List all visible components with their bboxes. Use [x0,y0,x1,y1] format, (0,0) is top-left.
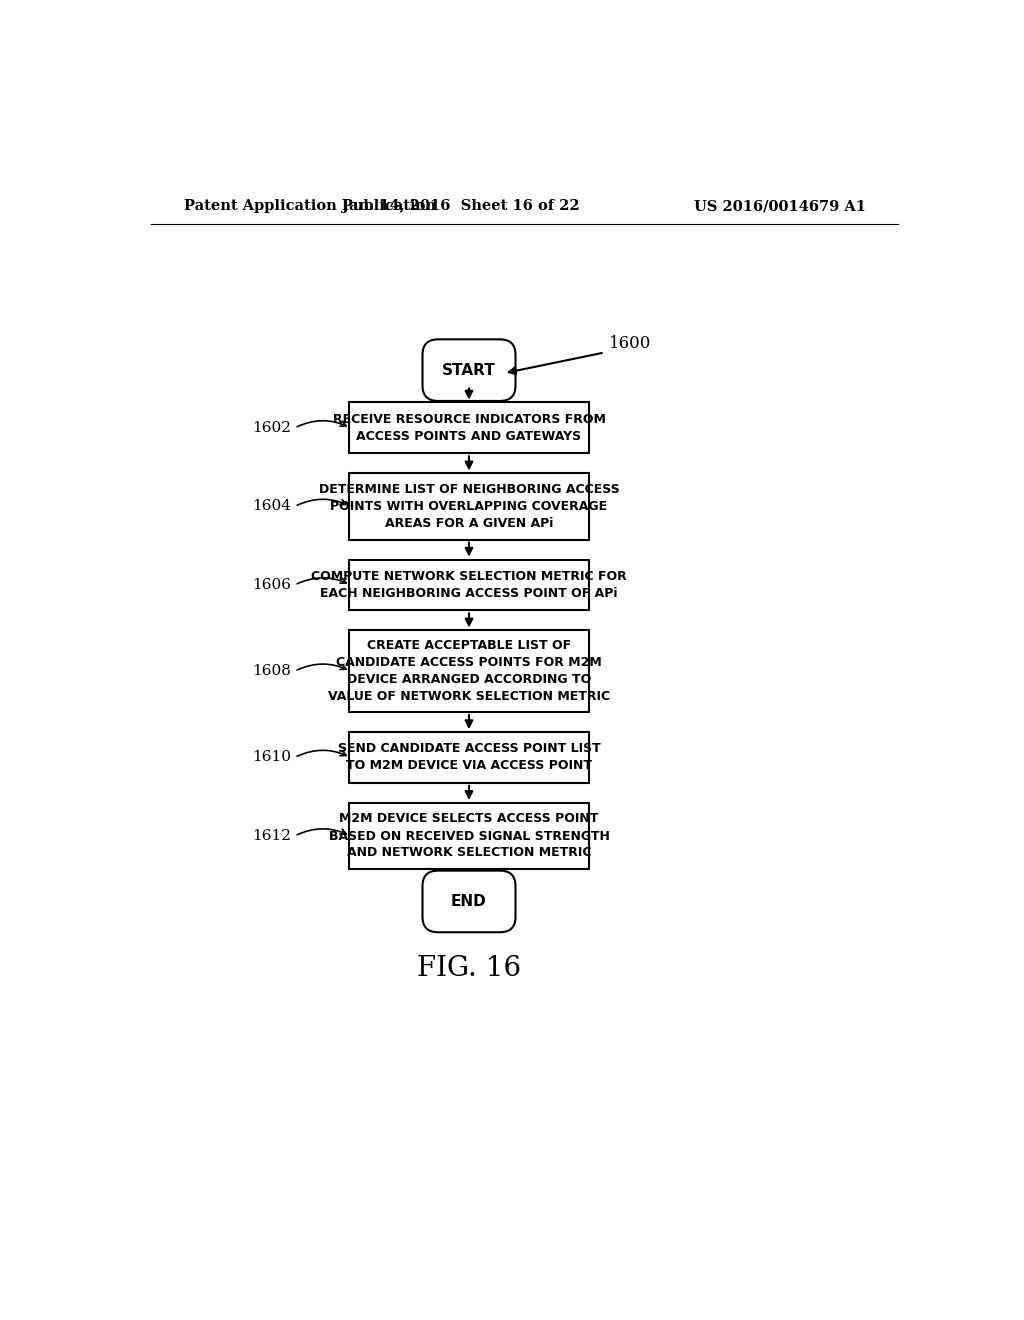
Text: Patent Application Publication: Patent Application Publication [183,199,436,213]
Text: 1610: 1610 [252,751,291,764]
Bar [349,403,589,453]
FancyBboxPatch shape [423,339,515,401]
Text: DETERMINE LIST OF NEIGHBORING ACCESS
POINTS WITH OVERLAPPING COVERAGE
AREAS FOR : DETERMINE LIST OF NEIGHBORING ACCESS POI… [318,483,620,529]
Text: 1606: 1606 [252,578,291,591]
Bar [349,631,589,711]
Text: RECEIVE RESOURCE INDICATORS FROM
ACCESS POINTS AND GATEWAYS: RECEIVE RESOURCE INDICATORS FROM ACCESS … [333,413,605,444]
Text: COMPUTE NETWORK SELECTION METRIC FOR
EACH NEIGHBORING ACCESS POINT OF APi: COMPUTE NETWORK SELECTION METRIC FOR EAC… [311,570,627,601]
Text: US 2016/0014679 A1: US 2016/0014679 A1 [694,199,866,213]
Text: 1604: 1604 [252,499,291,513]
Text: FIG. 16: FIG. 16 [417,956,521,982]
Bar [349,474,589,540]
Text: END: END [452,894,486,909]
Text: 1600: 1600 [608,335,651,352]
Bar [349,560,589,610]
Text: CREATE ACCEPTABLE LIST OF
CANDIDATE ACCESS POINTS FOR M2M
DEVICE ARRANGED ACCORD: CREATE ACCEPTABLE LIST OF CANDIDATE ACCE… [328,639,610,704]
Text: Jan. 14, 2016  Sheet 16 of 22: Jan. 14, 2016 Sheet 16 of 22 [342,199,581,213]
Text: START: START [442,363,496,378]
Bar [349,803,589,869]
Text: 1608: 1608 [252,664,291,678]
Text: M2M DEVICE SELECTS ACCESS POINT
BASED ON RECEIVED SIGNAL STRENGTH
AND NETWORK SE: M2M DEVICE SELECTS ACCESS POINT BASED ON… [329,813,609,859]
Text: SEND CANDIDATE ACCESS POINT LIST
TO M2M DEVICE VIA ACCESS POINT: SEND CANDIDATE ACCESS POINT LIST TO M2M … [338,742,600,772]
Bar [349,733,589,783]
Text: 1612: 1612 [252,829,291,843]
FancyBboxPatch shape [423,871,515,932]
Text: 1602: 1602 [252,421,291,434]
